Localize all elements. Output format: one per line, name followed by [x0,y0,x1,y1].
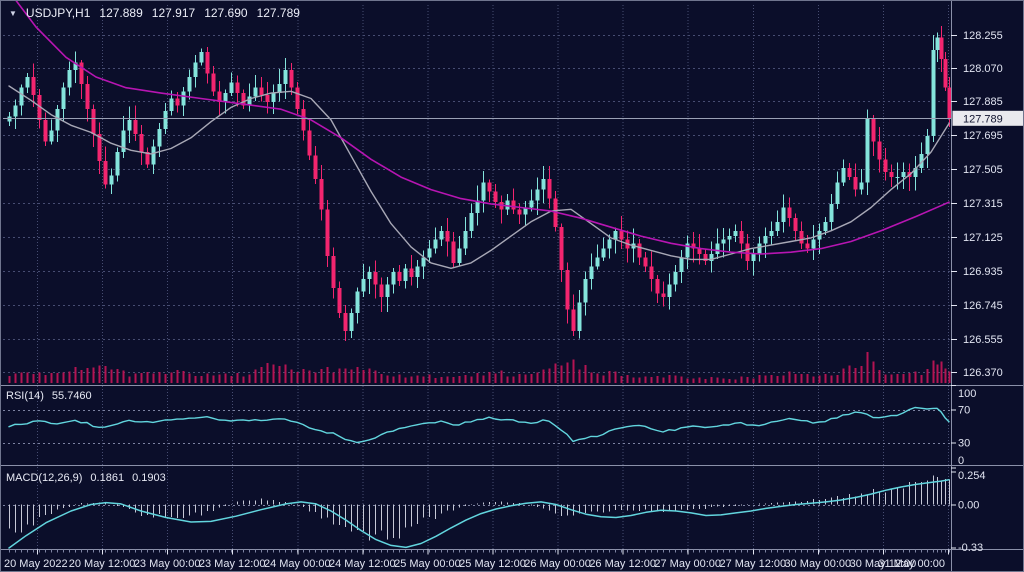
time-axis-label: 23 May 00:00 [134,558,201,570]
current-price-value: 127.789 [963,113,1003,125]
price-axis-label: 127.125 [963,232,1003,244]
grid-layer [3,5,951,550]
time-axis-label: 25 May 00:00 [394,558,461,570]
volume-layer [8,351,951,383]
time-axis-label: 20 May 2022 [4,558,68,570]
time-axis-label: 24 May 12:00 [329,558,396,570]
price-axis-label: 127.505 [963,164,1003,176]
price-axis-label: 127.885 [963,96,1003,108]
ohlc-close: 127.789 [256,6,300,20]
macd-name: MACD(12,26,9) [6,472,83,484]
price-axis-label: 126.370 [963,367,1003,379]
time-axis-label: 26 May 00:00 [524,558,591,570]
time-axis-label: 20 May 12:00 [69,558,136,570]
symbol-timeframe: USDJPY,H1 [25,6,91,20]
ohlc-open: 127.889 [99,6,143,20]
rsi-axis-label: 100 [958,388,976,400]
macd-axis-label: 0.00 [958,500,979,512]
macd-value: 0.1861 [90,472,125,484]
price-axis-label: 127.315 [963,198,1003,210]
time-axis-label: 27 May 12:00 [719,558,786,570]
current-price-box [952,110,1023,126]
price-axis: 128.255 128.070 127.885 127.695 127.505 127.3… [951,30,1023,379]
ma-fast-gray-line [8,85,950,269]
ma-slow-magenta-line [15,1,950,255]
ohlc-low: 127.690 [204,6,248,20]
time-axis-label: 31 May 00:00 [878,558,945,570]
price-axis-label: 127.695 [963,130,1003,142]
time-axis-label: 27 May 00:00 [654,558,721,570]
rsi-indicator-label: RSI(14) 55.7460 [6,390,92,402]
macd-axis-label: -0.33 [958,542,983,554]
price-axis-label: 128.255 [963,30,1003,42]
rsi-value: 55.7460 [51,390,92,402]
time-axis-label: 24 May 00:00 [264,558,331,570]
time-axis-label: 23 May 12:00 [199,558,266,570]
rsi-axis-label: 0 [958,455,964,467]
macd-axis-label: 0.254 [958,470,986,482]
time-axis-label: 25 May 12:00 [459,558,526,570]
price-axis-label: 126.555 [963,334,1003,346]
macd-signal-value: 0.1903 [132,472,166,484]
rsi-axis-label: 70 [958,405,970,417]
time-axis-label: 30 May 00:00 [785,558,852,570]
rsi-name: RSI(14) [6,390,44,402]
ohlc-high: 127.917 [151,6,196,20]
time-axis-label: 30 May 12:00 [850,558,917,570]
price-axis-label: 126.745 [963,300,1003,312]
chart-title: ▼ USDJPY,H1 127.889 127.917 127.690 127.… [9,6,300,20]
price-axis-label: 128.070 [963,63,1003,75]
rsi-axis: 100 70 30 0 [951,384,976,469]
rsi-axis-label: 30 [958,438,970,450]
price-axis-label: 126.935 [963,266,1003,278]
macd-axis: 0.254 0.00 -0.33 [951,470,986,554]
macd-signal-line [8,479,950,549]
macd-indicator-label: MACD(12,26,9) 0.1861 0.1903 [6,472,166,484]
symbol-dropdown-icon[interactable]: ▼ [9,8,17,18]
time-axis-label: 26 May 12:00 [589,558,656,570]
macd-histogram [9,475,950,541]
candles-layer [7,25,952,342]
rsi-line [8,406,950,444]
